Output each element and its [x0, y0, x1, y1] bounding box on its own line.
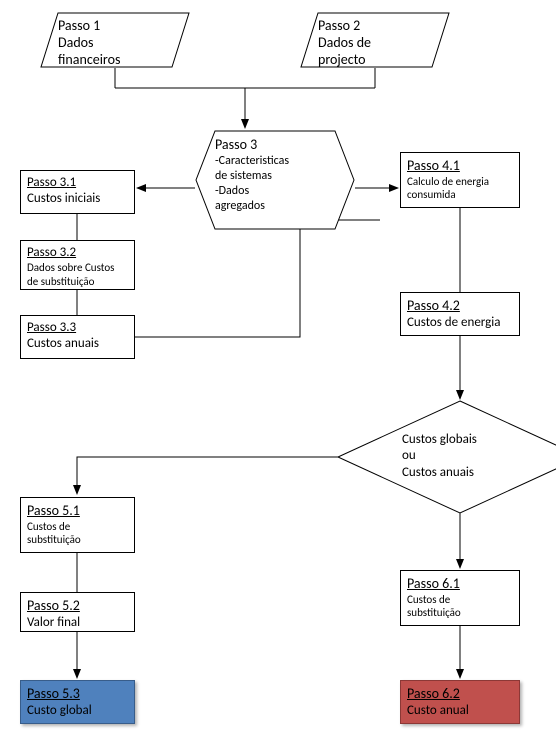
- node-text: Calculo de energia: [407, 175, 513, 189]
- node-passo-3-2: Passo 3.2 Dados sobre Custos de substitu…: [20, 240, 135, 290]
- node-passo-5-3: Passo 5.3 Custo global: [20, 680, 135, 724]
- flow-connectors: [0, 0, 556, 756]
- node-text: ou: [402, 448, 518, 464]
- node-text: Custos anuais: [27, 336, 128, 352]
- node-title: Passo 3.2: [27, 245, 128, 261]
- node-text: Custos anuais: [402, 465, 518, 481]
- node-passo-1: Passo 1 Dados financeiros: [40, 12, 190, 68]
- node-title: Passo 5.3: [27, 685, 128, 703]
- node-text: Custos de: [27, 520, 128, 534]
- node-title: Passo 4.2: [407, 297, 513, 315]
- node-text: projecto: [318, 52, 432, 69]
- node-decision: Custos globais ou Custos anuais: [337, 400, 556, 514]
- node-text: Custos de: [407, 593, 513, 607]
- node-text: substituição: [27, 533, 128, 547]
- node-title: Passo 4.1: [407, 157, 513, 175]
- node-passo-2: Passo 2 Dados de projecto: [300, 12, 450, 68]
- node-text: consumida: [407, 188, 513, 202]
- node-text: Custo global: [27, 703, 128, 719]
- node-title: Passo 6.1: [407, 575, 513, 593]
- node-text: Dados sobre Custos: [27, 261, 128, 275]
- node-title: Passo 5.2: [27, 597, 128, 615]
- node-text: Dados: [58, 35, 172, 52]
- node-title: Passo 3.3: [27, 320, 128, 336]
- node-text: -Caracteristicas: [215, 154, 335, 169]
- node-passo-4-2: Passo 4.2 Custos de energia: [400, 292, 520, 336]
- node-text: de sistemas: [215, 169, 335, 184]
- node-text: Dados de: [318, 35, 432, 52]
- node-text: Valor final: [27, 615, 128, 631]
- node-text: Custos iniciais: [27, 191, 128, 207]
- node-passo-4-1: Passo 4.1 Calculo de energia consumida: [400, 152, 520, 208]
- node-title: Passo 3: [215, 136, 335, 154]
- node-passo-5-2: Passo 5.2 Valor final: [20, 592, 135, 632]
- node-text: -Dados: [215, 184, 335, 199]
- node-passo-6-2: Passo 6.2 Custo anual: [400, 680, 520, 724]
- node-text: de substituição: [27, 275, 128, 289]
- node-title: Passo 1: [58, 18, 172, 35]
- node-title: Passo 2: [318, 18, 432, 35]
- node-passo-3-3: Passo 3.3 Custos anuais: [20, 315, 135, 359]
- node-text: agregados: [215, 199, 335, 214]
- node-text: Custos globais: [402, 432, 518, 448]
- node-passo-3-1: Passo 3.1 Custos iniciais: [20, 170, 135, 214]
- node-title: Passo 5.1: [27, 502, 128, 520]
- node-text: financeiros: [58, 52, 172, 69]
- node-passo-6-1: Passo 6.1 Custos de substituição: [400, 570, 520, 626]
- node-passo-5-1: Passo 5.1 Custos de substituição: [20, 497, 135, 553]
- node-text: Custos de energia: [407, 315, 513, 331]
- node-text: substituição: [407, 606, 513, 620]
- node-title: Passo 6.2: [407, 685, 513, 703]
- node-text: Custo anual: [407, 703, 513, 719]
- node-title: Passo 3.1: [27, 175, 128, 191]
- node-passo-3: Passo 3 -Caracteristicas de sistemas -Da…: [195, 130, 355, 230]
